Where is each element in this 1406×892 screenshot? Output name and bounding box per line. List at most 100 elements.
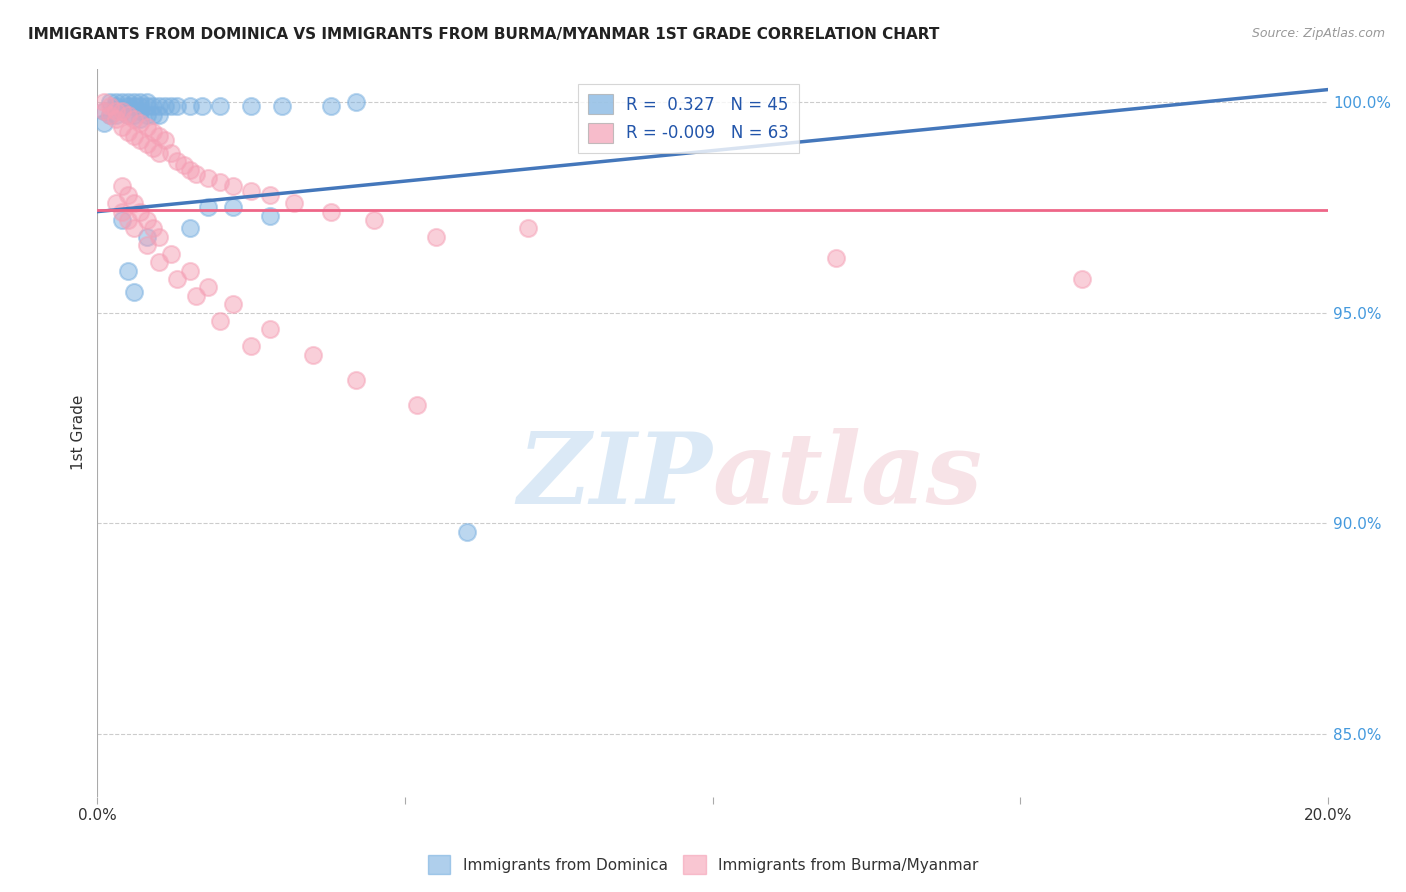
Point [222, 297, 245, 311]
Point [142, 108, 165, 122]
Point [124, 221, 146, 235]
Point [425, 230, 447, 244]
Point [301, 348, 323, 362]
Point [166, 272, 188, 286]
Point [184, 167, 207, 181]
Point [160, 145, 183, 160]
Point [124, 99, 146, 113]
Point [135, 99, 157, 113]
Text: atlas: atlas [713, 428, 983, 524]
Point [124, 128, 146, 143]
Point [117, 213, 139, 227]
Point [179, 263, 201, 277]
Point [271, 99, 294, 113]
Point [117, 187, 139, 202]
Point [93, 95, 115, 110]
Point [259, 187, 281, 202]
Point [129, 103, 152, 118]
Point [142, 99, 165, 113]
Point [124, 112, 146, 126]
Point [111, 103, 134, 118]
Point [129, 204, 152, 219]
Point [321, 99, 343, 113]
Point [240, 99, 263, 113]
Point [209, 99, 232, 113]
Point [135, 108, 157, 122]
Point [117, 108, 139, 122]
Point [104, 196, 127, 211]
Point [111, 213, 134, 227]
Point [160, 246, 183, 260]
Point [363, 213, 385, 227]
Point [184, 289, 207, 303]
Point [240, 184, 263, 198]
Point [111, 204, 134, 219]
Point [111, 95, 134, 110]
Point [197, 201, 219, 215]
Point [124, 196, 146, 211]
Point [179, 99, 201, 113]
Point [142, 141, 165, 155]
Point [166, 99, 188, 113]
Point [1071, 272, 1094, 286]
Point [344, 373, 367, 387]
Point [517, 221, 540, 235]
Point [209, 314, 232, 328]
Point [98, 108, 121, 122]
Point [179, 221, 201, 235]
Point [179, 162, 201, 177]
Point [148, 128, 170, 143]
Point [148, 230, 170, 244]
Point [142, 125, 165, 139]
Point [148, 99, 170, 113]
Text: IMMIGRANTS FROM DOMINICA VS IMMIGRANTS FROM BURMA/MYANMAR 1ST GRADE CORRELATION : IMMIGRANTS FROM DOMINICA VS IMMIGRANTS F… [28, 27, 939, 42]
Point [135, 95, 157, 110]
Point [197, 280, 219, 294]
Point [117, 125, 139, 139]
Legend: R =  0.327   N = 45, R = -0.009   N = 63: R = 0.327 N = 45, R = -0.009 N = 63 [578, 84, 799, 153]
Point [129, 112, 152, 126]
Point [456, 524, 478, 539]
Point [93, 116, 115, 130]
Point [104, 108, 127, 122]
Legend: Immigrants from Dominica, Immigrants from Burma/Myanmar: Immigrants from Dominica, Immigrants fro… [422, 849, 984, 880]
Point [129, 133, 152, 147]
Point [153, 133, 176, 147]
Point [259, 322, 281, 336]
Point [104, 103, 127, 118]
Point [259, 209, 281, 223]
Point [209, 175, 232, 189]
Point [111, 103, 134, 118]
Point [222, 201, 245, 215]
Point [111, 179, 134, 194]
Point [117, 95, 139, 110]
Point [129, 116, 152, 130]
Point [160, 99, 183, 113]
Point [166, 154, 188, 169]
Point [124, 95, 146, 110]
Point [135, 230, 157, 244]
Point [222, 179, 245, 194]
Point [135, 137, 157, 152]
Point [142, 221, 165, 235]
Point [104, 95, 127, 110]
Point [197, 170, 219, 185]
Point [98, 108, 121, 122]
Point [129, 95, 152, 110]
Point [135, 238, 157, 252]
Point [148, 255, 170, 269]
Text: Source: ZipAtlas.com: Source: ZipAtlas.com [1251, 27, 1385, 40]
Point [104, 99, 127, 113]
Point [148, 108, 170, 122]
Point [321, 204, 343, 219]
Point [129, 99, 152, 113]
Point [148, 145, 170, 160]
Point [117, 263, 139, 277]
Text: ZIP: ZIP [517, 428, 713, 524]
Point [191, 99, 214, 113]
Point [124, 285, 146, 299]
Point [135, 213, 157, 227]
Point [98, 99, 121, 113]
Point [153, 99, 176, 113]
Point [111, 120, 134, 135]
